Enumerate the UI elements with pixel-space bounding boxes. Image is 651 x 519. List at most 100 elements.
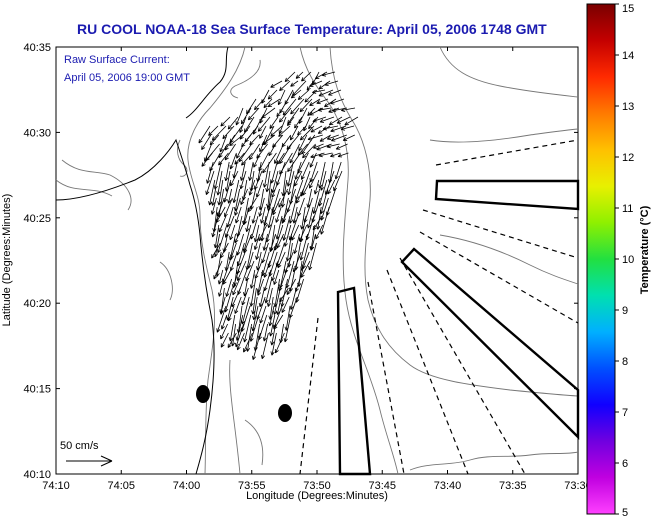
current-vector xyxy=(278,188,288,208)
current-vector xyxy=(286,161,294,187)
colorbar-tick-label: 7 xyxy=(622,407,628,419)
current-vector xyxy=(228,314,236,342)
current-vector xyxy=(208,125,219,136)
current-vector xyxy=(236,332,245,351)
plot-frame xyxy=(55,46,579,475)
current-vector xyxy=(219,134,228,153)
current-vector xyxy=(281,206,290,224)
current-vector xyxy=(258,224,268,242)
current-vector xyxy=(211,188,216,206)
x-tick-label: 73:45 xyxy=(368,480,396,492)
current-vector xyxy=(285,233,292,262)
current-vector xyxy=(308,116,319,130)
current-vector xyxy=(316,98,329,105)
scale-vector xyxy=(66,455,113,467)
current-vector xyxy=(268,143,276,157)
current-vector xyxy=(251,332,261,360)
current-vector xyxy=(216,170,223,196)
current-vector xyxy=(316,206,322,230)
colorbar-ticks: 15 14 13 12 11 10 9 8 7 6 5 xyxy=(615,3,634,519)
current-vector xyxy=(312,188,320,214)
current-vector xyxy=(230,170,239,187)
current-vector xyxy=(253,152,261,168)
current-vector xyxy=(201,134,212,151)
current-vector xyxy=(258,197,265,217)
current-vector xyxy=(255,242,261,260)
current-vector xyxy=(315,224,324,240)
current-vector xyxy=(251,206,258,224)
current-vector xyxy=(319,134,332,142)
current-vector xyxy=(232,179,240,204)
current-vector xyxy=(234,197,241,216)
y-tick-label: 40:25 xyxy=(23,213,51,225)
current-vector xyxy=(220,323,228,340)
current-vector xyxy=(267,89,278,100)
current-vector xyxy=(293,233,300,254)
current-vector xyxy=(290,80,299,87)
current-vector xyxy=(319,170,327,191)
current-vector xyxy=(268,305,275,327)
current-vector xyxy=(300,161,310,180)
current-vector xyxy=(209,134,220,146)
colorbar-tick-label: 13 xyxy=(622,101,634,113)
current-vector xyxy=(282,215,291,241)
current-vector xyxy=(264,278,272,304)
current-vector xyxy=(278,107,292,123)
current-vector xyxy=(309,107,324,116)
current-vector xyxy=(262,323,268,342)
current-vector xyxy=(227,305,235,322)
current-vector xyxy=(223,197,233,218)
current-vector xyxy=(290,89,302,99)
current-vector xyxy=(283,314,292,343)
current-vector xyxy=(340,125,355,131)
colorbar xyxy=(586,3,616,515)
current-vector xyxy=(248,161,254,181)
current-vector xyxy=(289,125,299,141)
current-vector xyxy=(330,134,347,142)
colorbar-title: Temperature (°C) xyxy=(639,205,651,294)
info-line-1: Raw Surface Current: xyxy=(64,54,170,66)
current-vector xyxy=(277,251,286,269)
current-vector xyxy=(341,107,356,112)
current-vector xyxy=(227,188,232,204)
dashed-radials xyxy=(299,139,579,475)
current-vector xyxy=(302,143,316,159)
current-vector xyxy=(336,116,351,124)
current-vector xyxy=(287,152,301,173)
current-vector xyxy=(319,116,335,123)
current-vector xyxy=(278,125,291,137)
x-tick-label: 74:00 xyxy=(173,480,201,492)
current-vector xyxy=(312,143,324,149)
current-vector xyxy=(235,107,244,126)
y-tick-label: 40:20 xyxy=(23,298,51,310)
y-tick-label: 40:15 xyxy=(23,384,51,396)
current-vector xyxy=(267,98,281,108)
current-vector xyxy=(310,125,323,133)
current-vector xyxy=(235,206,242,224)
buoy-2 xyxy=(278,404,292,422)
current-vector xyxy=(239,161,246,181)
current-vector xyxy=(327,179,336,195)
current-vector xyxy=(249,278,256,307)
current-vector xyxy=(271,260,279,282)
current-vector xyxy=(317,107,332,112)
colorbar-tick-label: 5 xyxy=(622,507,628,519)
current-vector xyxy=(287,170,295,196)
x-axis-title: Longitude (Degrees:Minutes) xyxy=(246,490,388,502)
current-vector xyxy=(267,206,274,229)
current-vector xyxy=(262,233,268,251)
current-vector xyxy=(269,116,279,129)
current-vector xyxy=(240,188,248,205)
current-vector xyxy=(225,278,232,297)
current-vector xyxy=(318,89,334,97)
box-southeast xyxy=(400,247,580,440)
current-vector xyxy=(307,134,323,141)
current-vector xyxy=(230,242,237,259)
current-vector xyxy=(255,179,264,198)
current-vector xyxy=(295,71,304,79)
current-vector xyxy=(273,269,280,285)
current-vector xyxy=(265,170,271,193)
current-vector xyxy=(217,278,224,297)
current-vector xyxy=(239,170,247,190)
current-vector xyxy=(335,143,348,150)
